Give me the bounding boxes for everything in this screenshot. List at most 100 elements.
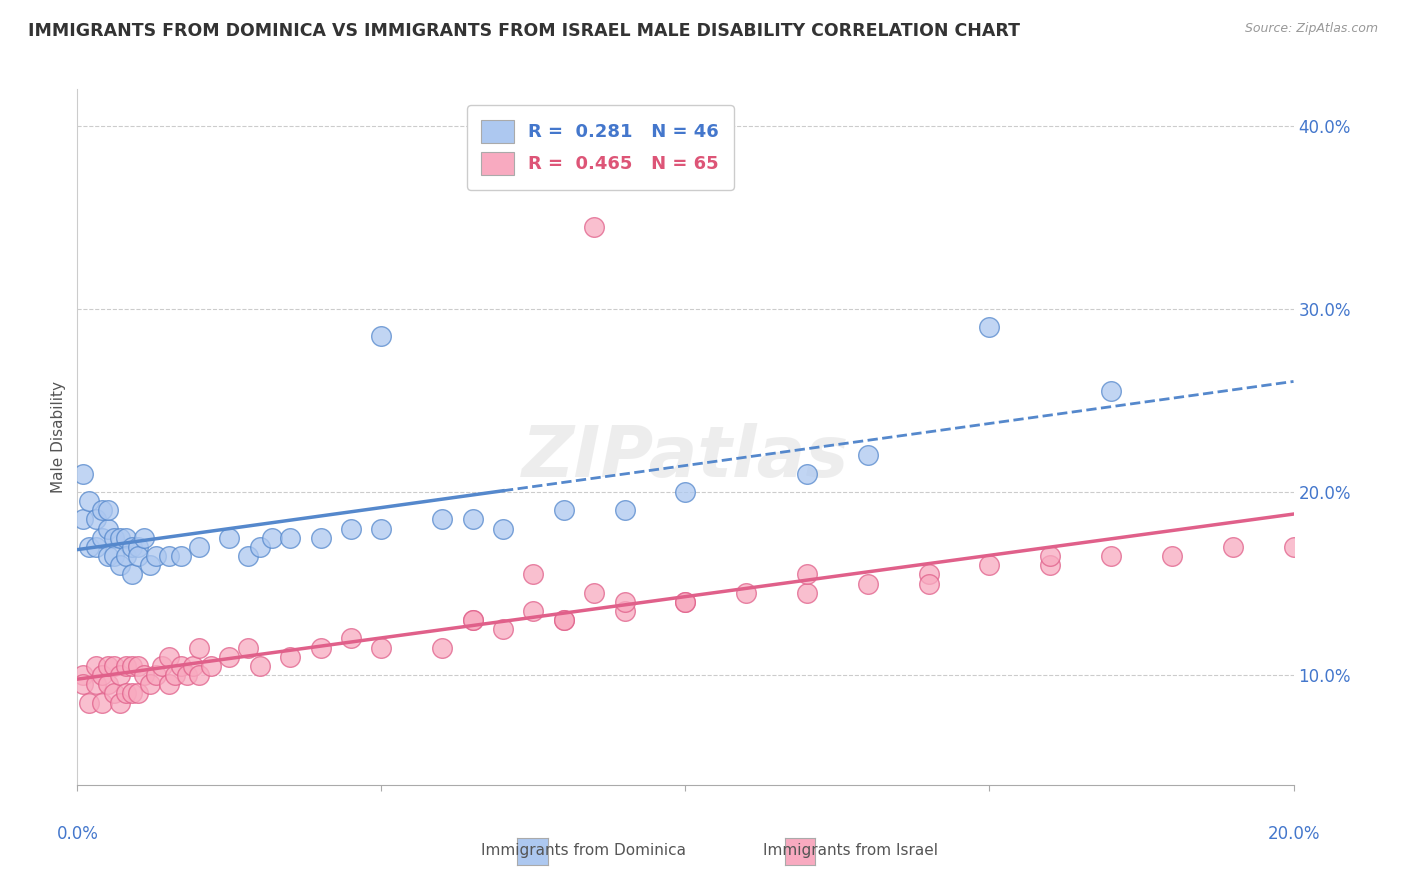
Point bbox=[121, 686, 143, 700]
Point bbox=[430, 640, 453, 655]
Point bbox=[236, 640, 259, 655]
Point bbox=[79, 540, 101, 554]
Point bbox=[108, 531, 131, 545]
Point bbox=[188, 540, 211, 554]
Point bbox=[918, 567, 941, 582]
Point bbox=[200, 659, 222, 673]
Point bbox=[157, 549, 180, 563]
Point bbox=[583, 585, 606, 599]
Legend: R =  0.281   N = 46, R =  0.465   N = 65: R = 0.281 N = 46, R = 0.465 N = 65 bbox=[467, 105, 734, 189]
Point bbox=[461, 613, 484, 627]
Point bbox=[522, 567, 544, 582]
Point bbox=[115, 531, 138, 545]
Point bbox=[1099, 384, 1122, 399]
Point bbox=[170, 659, 193, 673]
Point bbox=[84, 677, 107, 691]
Point bbox=[115, 549, 138, 563]
Point bbox=[97, 659, 120, 673]
Point bbox=[796, 567, 818, 582]
Point bbox=[127, 686, 149, 700]
Point bbox=[115, 686, 138, 700]
Point bbox=[309, 640, 332, 655]
Point bbox=[236, 549, 259, 563]
Point bbox=[134, 668, 156, 682]
Point bbox=[583, 219, 606, 234]
Point bbox=[72, 512, 94, 526]
Point bbox=[72, 668, 94, 682]
Point bbox=[492, 623, 515, 637]
Point bbox=[97, 522, 120, 536]
Point bbox=[139, 677, 162, 691]
Point bbox=[613, 503, 636, 517]
Point bbox=[97, 677, 120, 691]
Point bbox=[108, 668, 131, 682]
Point bbox=[188, 668, 211, 682]
Point bbox=[492, 522, 515, 536]
Point bbox=[145, 549, 167, 563]
Point bbox=[856, 449, 879, 463]
Point bbox=[72, 467, 94, 481]
Point bbox=[115, 659, 138, 673]
Point bbox=[84, 512, 107, 526]
Text: 20.0%: 20.0% bbox=[1267, 825, 1320, 843]
Point bbox=[553, 613, 575, 627]
Point bbox=[430, 512, 453, 526]
Point bbox=[127, 549, 149, 563]
Point bbox=[134, 531, 156, 545]
Point bbox=[170, 549, 193, 563]
Point bbox=[613, 595, 636, 609]
Point bbox=[370, 640, 392, 655]
Point bbox=[72, 677, 94, 691]
Point bbox=[97, 549, 120, 563]
Point bbox=[260, 531, 283, 545]
Point bbox=[157, 649, 180, 664]
Point bbox=[127, 659, 149, 673]
Point bbox=[90, 503, 112, 517]
Point bbox=[553, 503, 575, 517]
Point bbox=[675, 485, 697, 500]
Point bbox=[181, 659, 204, 673]
Point bbox=[157, 677, 180, 691]
Point bbox=[97, 503, 120, 517]
Point bbox=[553, 613, 575, 627]
Point bbox=[152, 659, 174, 673]
Point bbox=[856, 576, 879, 591]
Point bbox=[218, 649, 240, 664]
Point bbox=[461, 512, 484, 526]
Point bbox=[145, 668, 167, 682]
Point bbox=[278, 531, 301, 545]
Point bbox=[796, 467, 818, 481]
Point bbox=[1039, 558, 1062, 573]
Point bbox=[84, 659, 107, 673]
Point bbox=[103, 531, 125, 545]
Point bbox=[522, 604, 544, 618]
Point bbox=[1099, 549, 1122, 563]
Point bbox=[103, 686, 125, 700]
Point bbox=[461, 613, 484, 627]
Point bbox=[163, 668, 186, 682]
Point bbox=[979, 558, 1001, 573]
Text: 0.0%: 0.0% bbox=[56, 825, 98, 843]
Point bbox=[370, 329, 392, 343]
Point bbox=[108, 696, 131, 710]
Point bbox=[249, 659, 271, 673]
Point bbox=[1039, 549, 1062, 563]
Y-axis label: Male Disability: Male Disability bbox=[51, 381, 66, 493]
Point bbox=[108, 558, 131, 573]
Point bbox=[90, 531, 112, 545]
Point bbox=[90, 696, 112, 710]
Point bbox=[1222, 540, 1244, 554]
Point bbox=[1282, 540, 1305, 554]
Point bbox=[176, 668, 198, 682]
Point bbox=[735, 585, 758, 599]
Text: Source: ZipAtlas.com: Source: ZipAtlas.com bbox=[1244, 22, 1378, 36]
Point bbox=[188, 640, 211, 655]
Text: IMMIGRANTS FROM DOMINICA VS IMMIGRANTS FROM ISRAEL MALE DISABILITY CORRELATION C: IMMIGRANTS FROM DOMINICA VS IMMIGRANTS F… bbox=[28, 22, 1021, 40]
Point bbox=[979, 320, 1001, 334]
Text: Immigrants from Dominica: Immigrants from Dominica bbox=[481, 844, 686, 858]
Point bbox=[309, 531, 332, 545]
Point bbox=[79, 494, 101, 508]
Point bbox=[675, 595, 697, 609]
Point bbox=[1161, 549, 1184, 563]
Text: Immigrants from Israel: Immigrants from Israel bbox=[763, 844, 938, 858]
